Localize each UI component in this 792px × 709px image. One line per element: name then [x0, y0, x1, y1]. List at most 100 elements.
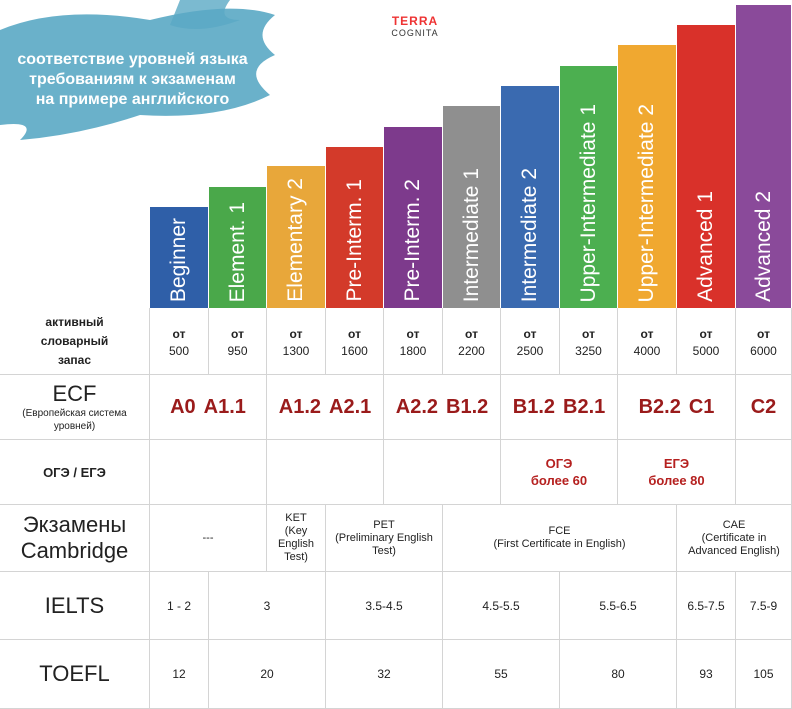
vocab-cell: от 950 — [209, 308, 267, 375]
vocab-prefix: от — [465, 327, 478, 341]
toefl-score: 55 — [494, 667, 508, 681]
level-label: Intermediate 2 — [518, 167, 541, 302]
cambridge-cell: --- — [150, 505, 267, 572]
cambridge-text: CAE — [722, 518, 746, 531]
level-bar: Pre-Interm. 2 — [384, 127, 442, 308]
level-bar: Upper-Intermediate 2 — [618, 45, 676, 308]
level-label: Advanced 1 — [694, 191, 717, 302]
ecf-level: C1 — [688, 395, 715, 418]
exam-text: более 80 — [648, 473, 705, 488]
row-header: ОГЭ / ЕГЭ — [0, 440, 150, 505]
level-label: Upper-Intermediate 1 — [576, 103, 600, 302]
header-subtext: (Европейская система уровней) — [22, 408, 127, 432]
row-header: ECF (Европейская система уровней) — [0, 375, 150, 440]
exam-cell: ОГЭ более 60 — [501, 440, 618, 505]
toefl-score: 20 — [260, 667, 274, 681]
cambridge-text: Advanced English) — [688, 544, 780, 557]
cambridge-cell: KET (Key English Test) — [267, 505, 326, 572]
level-bar: Element. 1 — [209, 187, 266, 308]
row-header: активный словарный запас — [0, 308, 150, 375]
ecf-level: A2.1 — [329, 395, 372, 418]
ecf-level: B2.1 — [563, 395, 606, 418]
row-header: TOEFL — [0, 640, 150, 709]
vocab-cell: от 1800 — [384, 308, 443, 375]
cambridge-cell: PET (Preliminary English Test) — [326, 505, 443, 572]
toefl-cell: 80 — [560, 640, 677, 709]
ecf-level: A0 — [170, 395, 196, 418]
vocab-value: 500 — [168, 344, 190, 358]
vocab-value: 4000 — [633, 344, 661, 358]
vocab-cell: от 6000 — [736, 308, 792, 375]
level-label: Beginner — [167, 217, 190, 302]
level-label: Intermediate 1 — [459, 167, 483, 302]
level-label: Pre-Interm. 2 — [401, 179, 424, 302]
level-label: Pre-Interm. 1 — [342, 179, 366, 302]
cambridge-text: (Preliminary English — [335, 531, 433, 544]
exam-cell: ЕГЭ более 80 — [618, 440, 736, 505]
vocab-value: 2200 — [458, 344, 485, 358]
ecf-cell: B1.2 B2.1 — [501, 375, 618, 440]
ielts-cell: 7.5-9 — [736, 572, 792, 640]
cambridge-text: FCE — [548, 525, 571, 537]
level-bar: Upper-Intermediate 1 — [560, 66, 617, 308]
exam-cell — [150, 440, 267, 505]
cambridge-text: (Certificate in — [701, 531, 767, 544]
header-text: запас — [57, 352, 92, 367]
header-text: словарный — [40, 333, 109, 348]
ecf-cell: C2 — [736, 375, 792, 440]
vocab-prefix: от — [172, 327, 186, 341]
exam-cell — [736, 440, 792, 505]
ielts-score: 6.5-7.5 — [687, 598, 725, 613]
vocab-prefix: от — [289, 327, 303, 341]
cambridge-text: Test) — [284, 551, 308, 563]
ielts-cell: 3.5-4.5 — [326, 572, 443, 640]
header-text: IELTS — [44, 592, 105, 618]
level-bar: Intermediate 1 — [443, 106, 500, 308]
toefl-score: 93 — [699, 667, 713, 681]
cambridge-text: Test) — [372, 544, 396, 557]
level-bar: Elementary 2 — [267, 166, 325, 308]
level-bar: Intermediate 2 — [501, 86, 559, 308]
toefl-score: 32 — [377, 667, 391, 681]
vocab-prefix: от — [582, 327, 595, 341]
ecf-level: A2.2 — [395, 395, 438, 418]
vocab-prefix: от — [231, 327, 244, 341]
cambridge-text: (Key — [284, 525, 308, 537]
ecf-level: C2 — [750, 395, 777, 418]
vocab-prefix: от — [348, 327, 361, 341]
cambridge-text: --- — [202, 531, 214, 544]
exam-cell — [267, 440, 384, 505]
level-bar: Advanced 2 — [736, 5, 791, 308]
vocab-cell: от 2200 — [443, 308, 501, 375]
level-bar: Beginner — [150, 207, 208, 308]
cambridge-text: KET — [285, 512, 307, 524]
ecf-cell: B2.2 C1 — [618, 375, 736, 440]
vocab-value: 1800 — [399, 344, 427, 358]
exam-cell — [384, 440, 501, 505]
row-header: Экзамены Cambridge — [0, 505, 150, 572]
toefl-score: 105 — [753, 667, 774, 681]
vocab-cell: от 500 — [150, 308, 209, 375]
ielts-cell: 5.5-6.5 — [560, 572, 677, 640]
ielts-cell: 6.5-7.5 — [677, 572, 736, 640]
ielts-score: 5.5-6.5 — [599, 598, 637, 613]
toefl-cell: 32 — [326, 640, 443, 709]
exam-text: более 60 — [530, 473, 588, 488]
vocab-prefix: от — [523, 327, 537, 341]
ecf-level: A1.2 — [278, 395, 321, 418]
brush-background — [0, 0, 275, 141]
vocab-cell: от 4000 — [618, 308, 677, 375]
level-label: Upper-Intermediate 2 — [635, 103, 658, 302]
toefl-cell: 12 — [150, 640, 209, 709]
level-bar: Advanced 1 — [677, 25, 735, 308]
vocab-prefix: от — [406, 327, 420, 341]
cambridge-text: (First Certificate in English) — [493, 538, 626, 550]
logo: TERRA COGNITA — [385, 14, 445, 38]
ielts-score: 3.5-4.5 — [365, 598, 403, 613]
cambridge-text: PET — [373, 518, 395, 531]
vocab-value: 1300 — [282, 344, 310, 358]
level-bar: Pre-Interm. 1 — [326, 147, 383, 308]
toefl-cell: 55 — [443, 640, 560, 709]
ecf-level: B2.2 — [638, 395, 681, 418]
